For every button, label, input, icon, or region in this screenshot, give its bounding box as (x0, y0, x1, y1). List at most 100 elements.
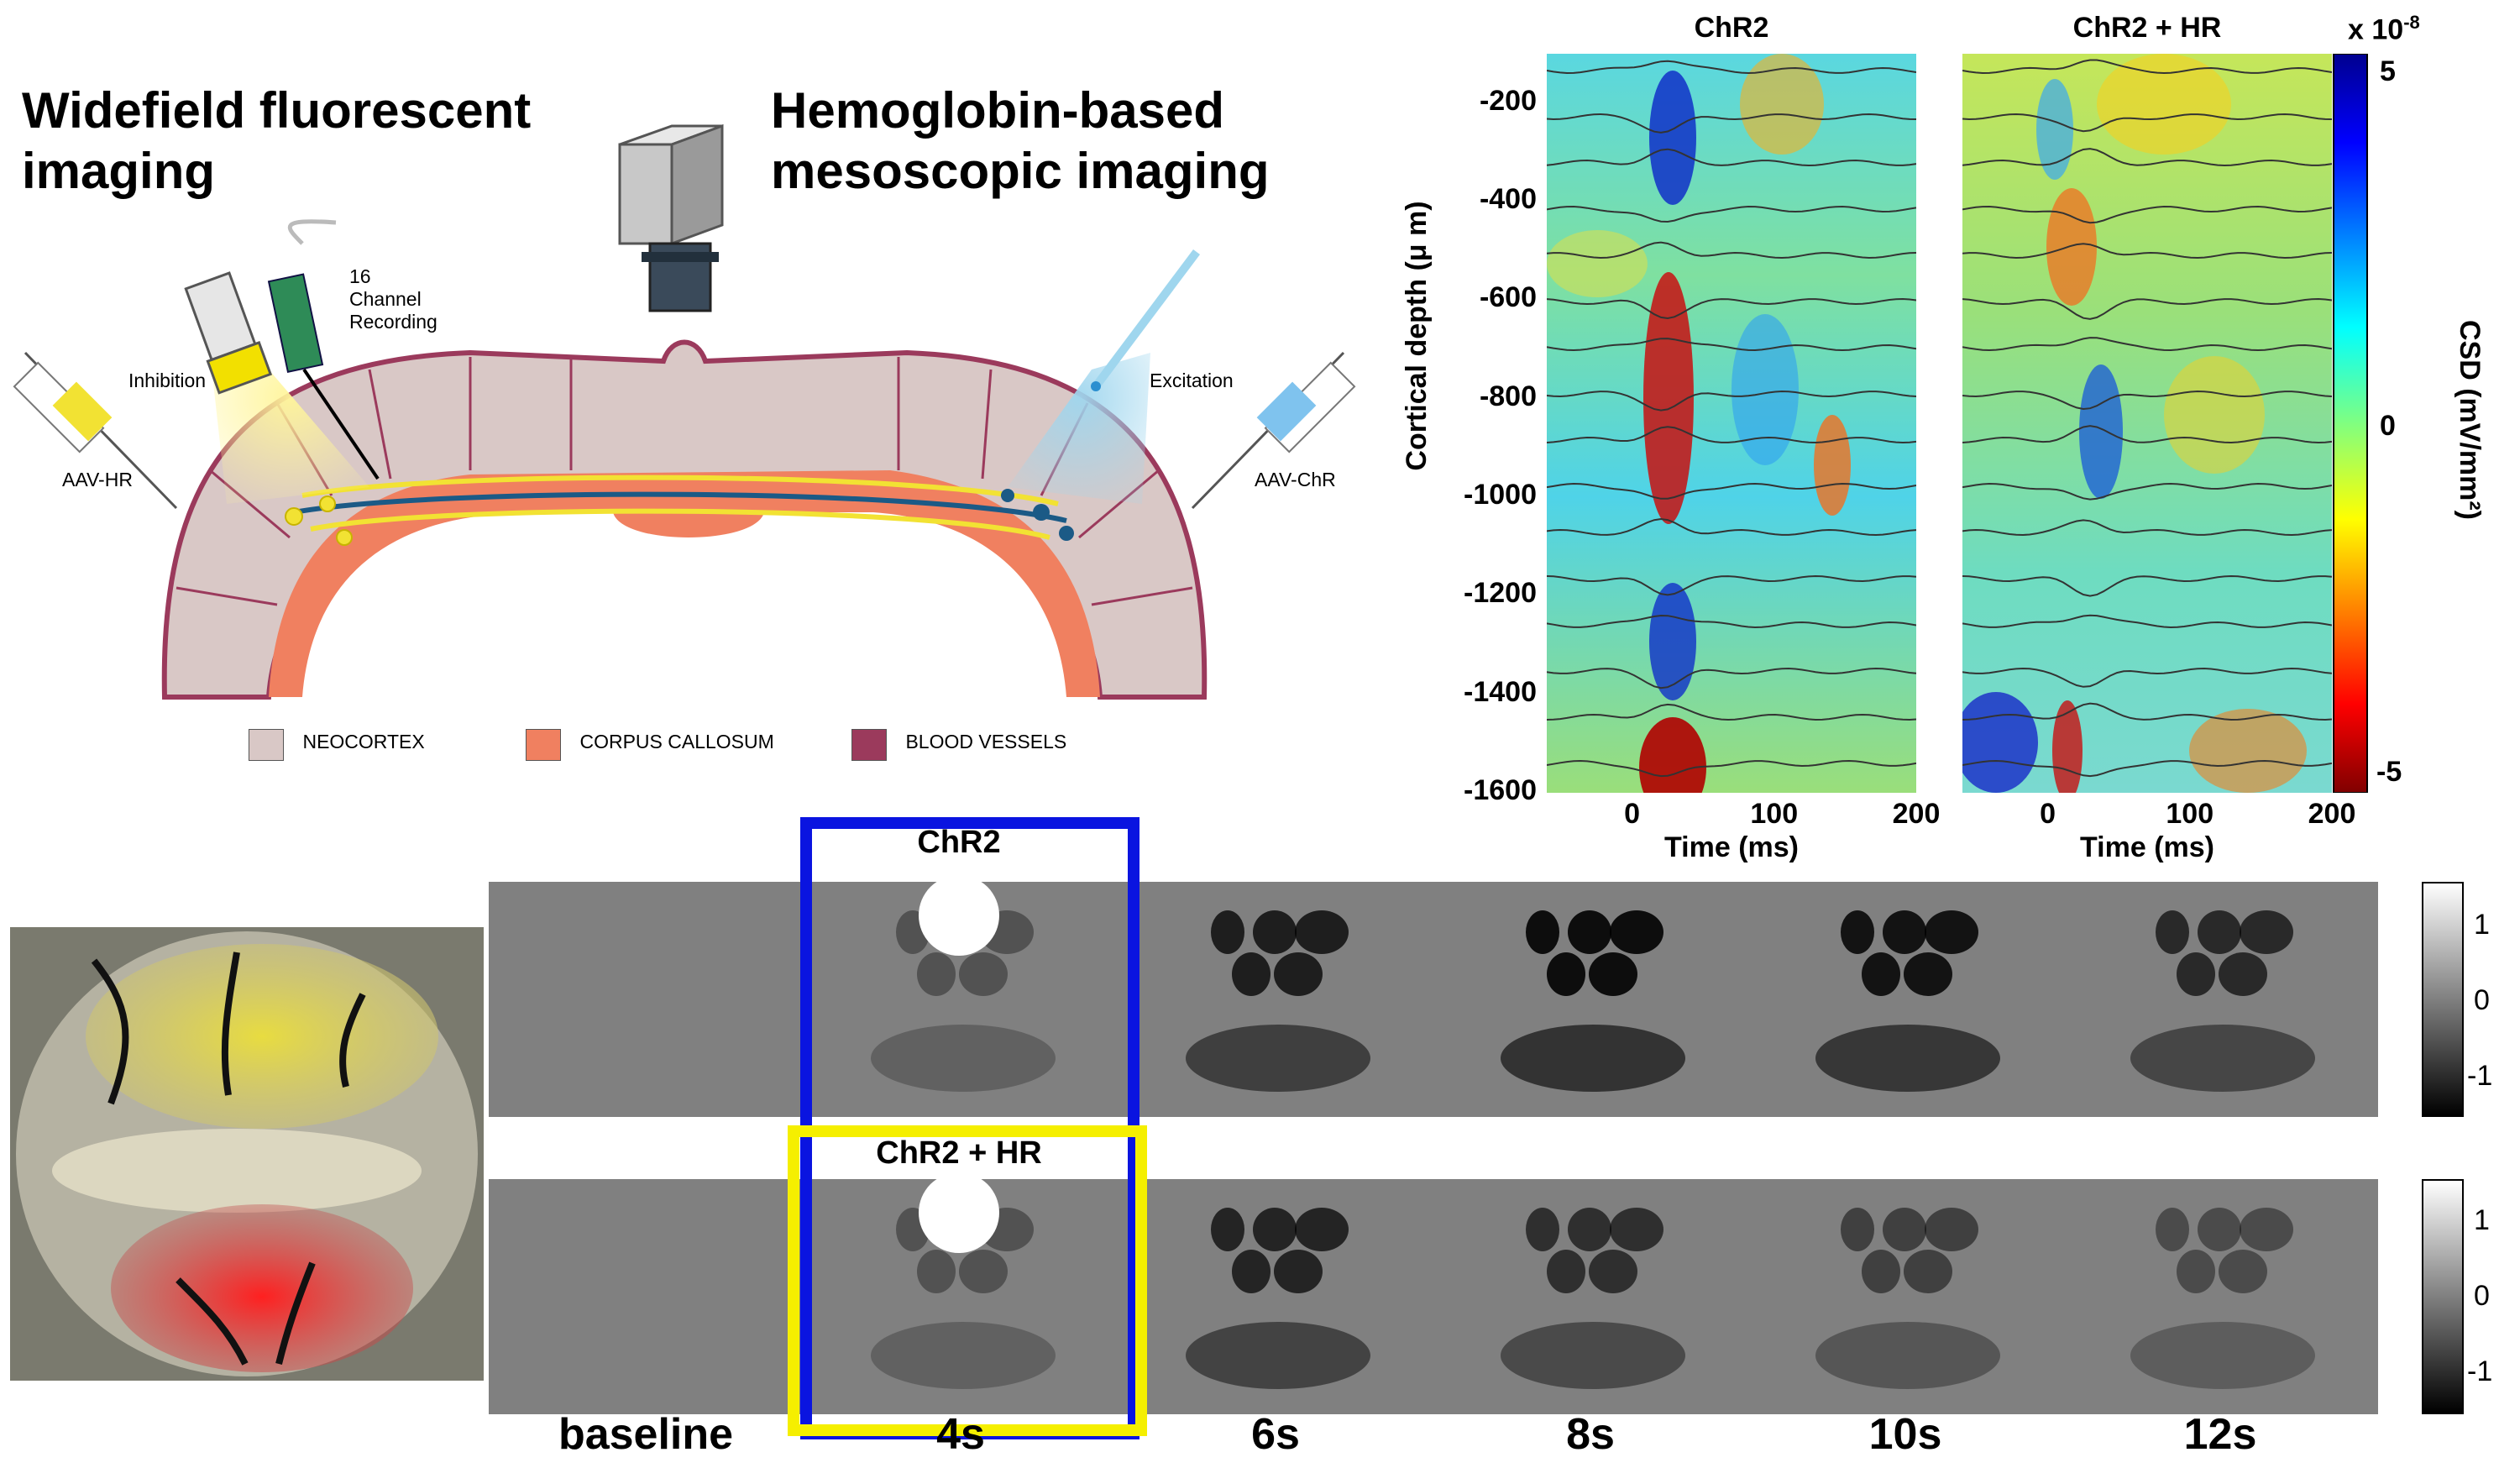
vessel-mark (1589, 1250, 1637, 1293)
vessel-mark (1883, 1208, 1926, 1251)
response-mark (1815, 1025, 2000, 1092)
csd-trace (1547, 703, 1916, 721)
stimulation-spot (919, 882, 999, 956)
vessel-mark (2156, 1208, 2189, 1251)
response-mark (1815, 1322, 2000, 1389)
time-label: 4s (936, 1410, 985, 1459)
time-label: 6s (1251, 1410, 1300, 1459)
csd-heatmap-chr2 (1547, 54, 1916, 793)
row-label-chr2-hr: ChR2 + HR (876, 1135, 1042, 1171)
vessel-mark (2177, 952, 2215, 996)
csd-colorbar-label: CSD (mV/mm²) (2454, 319, 2486, 521)
gray-top-tick-1: 1 (2474, 909, 2490, 941)
vessel-mark (959, 952, 1008, 996)
vessel-mark (2198, 1208, 2241, 1251)
csd-trace (1962, 667, 2332, 688)
csd-trace (1962, 337, 2332, 352)
time-label: 10s (1868, 1410, 1942, 1459)
csd-trace (1962, 297, 2332, 320)
legend-item-corpus-callosum: CORPUS CALLOSUM (526, 729, 774, 761)
csd-trace (1547, 667, 1916, 689)
flashlight-icon (184, 271, 273, 395)
csd-trace (1962, 243, 2332, 260)
gray-top-tick-minus1: -1 (2467, 1060, 2493, 1092)
vessel-mark (1925, 910, 1978, 954)
legend-item-neocortex: NEOCORTEX (249, 729, 425, 761)
tissue-legend: NEOCORTEX CORPUS CALLOSUM BLOOD VESSELS (249, 729, 1172, 763)
csd-colorbar (2333, 54, 2368, 793)
response-mark (2130, 1322, 2315, 1389)
vessel-mark (1841, 910, 1874, 954)
brain-photo (10, 927, 484, 1381)
csd-trace (1962, 148, 2332, 167)
widefield-title: Widefield fluorescent imaging (22, 82, 532, 199)
csd-y-axis-label: Cortical depth (μ m) (1401, 201, 1433, 471)
response-mark (1186, 1025, 1370, 1092)
imaging-strip-chr2-hr (489, 1179, 2378, 1414)
vessel-mark (1568, 1208, 1611, 1251)
time-label: 12s (2183, 1410, 2257, 1459)
legend-item-blood-vessels: BLOOD VESSELS (851, 729, 1066, 761)
vessel-mark (1526, 910, 1559, 954)
vessel-mark (1274, 1250, 1323, 1293)
csd-trace (1547, 390, 1916, 412)
hemoglobin-title: Hemoglobin-based mesoscopic imaging (771, 82, 1270, 199)
csd-x-tick: 0 (1624, 798, 1640, 830)
csd-trace (1547, 241, 1916, 260)
vessel-mark (1253, 1208, 1297, 1251)
csd-trace (1962, 482, 2332, 501)
channel-recording-label: 16 Channel Recording (349, 265, 437, 333)
csd-trace (1547, 759, 1916, 778)
response-mark (1501, 1025, 1685, 1092)
vessel-mark (1904, 952, 1952, 996)
csd-x-tick: 0 (2040, 798, 2056, 830)
csd-trace (1547, 60, 1916, 75)
csd-trace (1547, 297, 1916, 320)
csd-y-tick: -400 (1479, 183, 1537, 215)
csd-trace (1962, 59, 2332, 75)
csd-trace (1962, 425, 2332, 444)
csd-left-x-label: Time (ms) (1664, 831, 1799, 863)
csd-y-tick: -1600 (1464, 774, 1537, 806)
time-label: baseline (558, 1410, 734, 1459)
csd-trace (1962, 390, 2332, 411)
vessel-mark (1841, 1208, 1874, 1251)
csd-trace (1547, 574, 1916, 596)
csd-trace (1547, 482, 1916, 500)
vessel-mark (1211, 1208, 1244, 1251)
csd-x-tick: 200 (1892, 798, 1941, 830)
csd-colorbar-exponent: x 10-8 (2348, 12, 2420, 46)
electrode-icon (267, 219, 380, 480)
vessel-mark (1925, 1208, 1978, 1251)
vessel-mark (1610, 1208, 1663, 1251)
camera-icon (618, 123, 724, 312)
row-label-chr2: ChR2 (917, 825, 1001, 860)
gray-bottom-tick-0: 0 (2474, 1280, 2490, 1312)
csd-trace (1962, 614, 2332, 629)
csd-trace (1962, 113, 2332, 133)
response-mark (871, 1322, 1056, 1389)
csd-trace (1962, 759, 2332, 778)
response-mark (871, 1025, 1056, 1092)
vessel-mark (917, 952, 956, 996)
gray-colorbar-bottom (2422, 1179, 2464, 1414)
vessel-mark (2240, 1208, 2293, 1251)
csd-left-title: ChR2 (1694, 12, 1769, 44)
syringe-chr-icon (1191, 351, 1356, 510)
vessel-mark (1211, 910, 1244, 954)
vessel-mark (2219, 952, 2267, 996)
csd-y-tick: -200 (1479, 84, 1537, 117)
vessel-mark (1589, 952, 1637, 996)
inhibition-label: Inhibition (128, 370, 207, 391)
csd-trace (1547, 517, 1916, 537)
corpus-callosum-shape (269, 470, 1100, 697)
vessel-mark (1568, 910, 1611, 954)
vessel-mark (917, 1250, 956, 1293)
csd-y-tick: -1200 (1464, 577, 1537, 610)
csd-x-tick: 200 (2308, 798, 2356, 830)
csd-colorbar-tick-top: 5 (2380, 55, 2396, 87)
vessel-mark (2240, 910, 2293, 954)
vessel-mark (2198, 910, 2241, 954)
aav-chr-label: AAV-ChR (1255, 469, 1336, 490)
csd-right-x-label: Time (ms) (2080, 831, 2214, 863)
